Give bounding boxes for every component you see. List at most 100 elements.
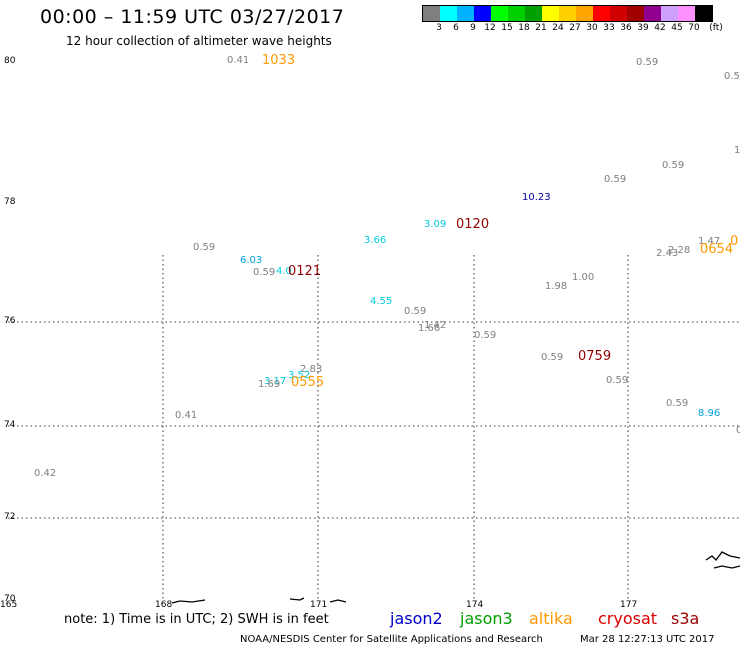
color-swatch: [695, 6, 712, 21]
satellite-legend-s3a: s3a: [671, 609, 700, 628]
map-subtitle: 12 hour collection of altimeter wave hei…: [66, 34, 332, 48]
satellite-legend-jason2: jason2: [390, 609, 443, 628]
wave-height-value: 2.83: [300, 364, 323, 375]
color-swatch: [678, 6, 695, 21]
wave-height-value: 0.41: [227, 55, 250, 66]
wave-height-value: 1.00: [572, 272, 595, 283]
wave-height-value: 3.66: [364, 235, 387, 246]
wave-height-value: 6.03: [240, 255, 263, 266]
color-scale-label: 39: [637, 23, 649, 33]
pass-time-label: 0555: [291, 375, 325, 390]
latitude-label: 70: [4, 594, 16, 604]
color-scale-label: 24: [552, 23, 564, 33]
color-scale-label: 33: [603, 23, 615, 33]
color-scale-legend: [422, 5, 713, 22]
color-scale-label: 6: [453, 23, 459, 33]
wave-height-value: 3.09: [424, 219, 447, 230]
wave-height-value: 1.66: [418, 323, 441, 334]
satellite-legend-cryosat: cryosat: [598, 609, 658, 628]
generation-timestamp: Mar 28 12:27:13 UTC 2017: [580, 634, 715, 645]
color-scale-label: 42: [654, 23, 666, 33]
wave-height-value: 1: [734, 145, 740, 156]
color-scale-label: 21: [535, 23, 547, 33]
color-scale-label: 12: [484, 23, 496, 33]
color-swatch: [457, 6, 474, 21]
color-scale-label: 70: [688, 23, 700, 33]
pass-time-label: 0: [730, 234, 739, 249]
wave-height-value: 3.52: [288, 370, 311, 381]
color-scale-label: 45: [671, 23, 683, 33]
coastline-segment-south-2: [289, 597, 305, 601]
pass-time-label: 0759: [578, 349, 612, 364]
wave-height-value: 0.59: [541, 352, 564, 363]
wave-height-value: 3.17: [264, 376, 287, 387]
color-swatch: [542, 6, 559, 21]
coastline: [171, 551, 740, 604]
latitude-label: 74: [4, 420, 16, 430]
wave-height-value: 0: [736, 425, 740, 436]
color-swatch: [610, 6, 627, 21]
wave-height-value: 4.0: [276, 266, 292, 277]
color-scale-label: 36: [620, 23, 632, 33]
color-swatch: [474, 6, 491, 21]
pass-time-label: 0120: [456, 217, 490, 232]
color-scale-label: 9: [470, 23, 476, 33]
color-swatch: [644, 6, 661, 21]
satellite-legend-jason3: jason3: [460, 609, 513, 628]
longitude-label: 177: [620, 600, 638, 610]
wave-height-value: 0.59: [604, 174, 627, 185]
satellite-legend-altika: altika: [529, 609, 573, 628]
color-scale-label: (ft): [709, 23, 723, 33]
latitude-label: 80: [4, 56, 16, 66]
color-scale-label: 18: [518, 23, 530, 33]
color-swatch: [627, 6, 644, 21]
wave-height-value: 4.55: [370, 296, 393, 307]
latitude-label: 78: [4, 197, 16, 207]
wave-height-value: 8.96: [698, 408, 721, 419]
wave-height-value: 1.69: [258, 379, 281, 390]
coastline-segment-east: [705, 551, 740, 561]
credit-line: NOAA/NESDIS Center for Satellite Applica…: [240, 634, 543, 645]
color-swatch: [559, 6, 576, 21]
wave-height-value: 0.59: [636, 57, 659, 68]
wave-height-value: 1.47: [698, 236, 721, 247]
wave-height-value: 0.59: [662, 160, 685, 171]
wave-height-value: 0.59: [666, 398, 689, 409]
pass-time-label: 0654: [700, 242, 734, 257]
color-swatch: [525, 6, 542, 21]
longitude-label: 171: [310, 600, 328, 610]
color-swatch: [440, 6, 457, 21]
color-scale-label: 15: [501, 23, 513, 33]
wave-height-value: 0.59: [474, 330, 497, 341]
longitude-label: 165: [0, 600, 18, 610]
color-swatch: [491, 6, 508, 21]
wave-height-value: 0.41: [175, 410, 198, 421]
wave-height-value: 0.59: [404, 306, 427, 317]
units-note: note: 1) Time is in UTC; 2) SWH is in fe…: [64, 612, 329, 627]
wave-height-value: 1.42: [424, 320, 447, 331]
latitude-label: 72: [4, 512, 16, 522]
color-swatch: [508, 6, 525, 21]
wave-height-value: 0.59: [253, 267, 276, 278]
latitude-label: 76: [4, 316, 16, 326]
coastline-segment-south-3: [329, 599, 347, 603]
pass-time-label: 1033: [262, 53, 296, 68]
map-title: 00:00 – 11:59 UTC 03/27/2017: [40, 6, 345, 28]
graticule: [8, 255, 740, 600]
wave-height-value: 0.59: [606, 375, 629, 386]
pass-time-label: 0121: [288, 264, 322, 279]
color-swatch: [576, 6, 593, 21]
coastline-segment-east-2: [713, 565, 740, 569]
longitude-label: 174: [466, 600, 484, 610]
wave-height-value: 0.5: [724, 71, 740, 82]
coastline-segment-south: [171, 599, 206, 604]
color-swatch: [593, 6, 610, 21]
color-swatch: [661, 6, 678, 21]
color-scale-label: 27: [569, 23, 581, 33]
longitude-label: 168: [155, 600, 173, 610]
wave-height-map: [8, 255, 740, 604]
color-swatch: [423, 6, 440, 21]
wave-height-value: 2.28: [668, 245, 691, 256]
wave-height-value: 2.43: [656, 248, 679, 259]
wave-height-value: 1.98: [545, 281, 568, 292]
